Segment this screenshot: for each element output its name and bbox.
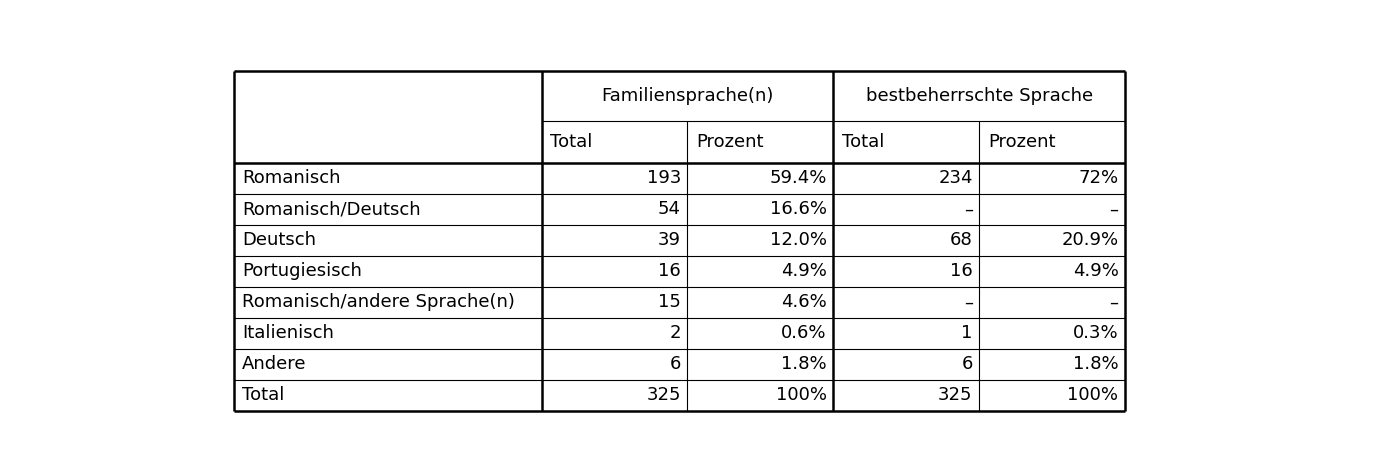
Text: 6: 6: [962, 356, 973, 374]
Text: 68: 68: [949, 231, 973, 249]
Text: 4.9%: 4.9%: [1072, 262, 1118, 280]
Text: Italienisch: Italienisch: [243, 324, 335, 342]
Text: 4.9%: 4.9%: [781, 262, 827, 280]
Text: Romanisch/Deutsch: Romanisch/Deutsch: [243, 200, 421, 218]
Text: –: –: [963, 293, 973, 311]
Text: –: –: [1110, 200, 1118, 218]
Text: 15: 15: [658, 293, 680, 311]
Text: 59.4%: 59.4%: [769, 169, 827, 187]
Text: Familiensprache(n): Familiensprache(n): [601, 87, 774, 105]
Text: 100%: 100%: [776, 386, 827, 404]
Text: 16: 16: [658, 262, 680, 280]
Text: 325: 325: [938, 386, 973, 404]
Text: Prozent: Prozent: [988, 133, 1055, 151]
Text: 2: 2: [669, 324, 680, 342]
Text: 12.0%: 12.0%: [769, 231, 827, 249]
Text: Total: Total: [551, 133, 592, 151]
Text: Total: Total: [842, 133, 884, 151]
Text: Portugiesisch: Portugiesisch: [243, 262, 362, 280]
Text: –: –: [963, 200, 973, 218]
Text: 6: 6: [669, 356, 680, 374]
Text: bestbeherrschte Sprache: bestbeherrschte Sprache: [866, 87, 1093, 105]
Text: 234: 234: [938, 169, 973, 187]
Text: 16.6%: 16.6%: [769, 200, 827, 218]
Text: Deutsch: Deutsch: [243, 231, 316, 249]
Text: 0.3%: 0.3%: [1073, 324, 1118, 342]
Text: Romanisch/andere Sprache(n): Romanisch/andere Sprache(n): [243, 293, 516, 311]
Text: 39: 39: [658, 231, 680, 249]
Text: 1.8%: 1.8%: [1073, 356, 1118, 374]
Text: 4.6%: 4.6%: [781, 293, 827, 311]
Text: 0.6%: 0.6%: [781, 324, 827, 342]
Text: –: –: [1110, 293, 1118, 311]
Text: 54: 54: [658, 200, 680, 218]
Text: 1: 1: [962, 324, 973, 342]
Text: Andere: Andere: [243, 356, 307, 374]
Text: 72%: 72%: [1079, 169, 1118, 187]
Text: 1.8%: 1.8%: [781, 356, 827, 374]
Text: 193: 193: [647, 169, 680, 187]
Text: 100%: 100%: [1068, 386, 1118, 404]
Text: Prozent: Prozent: [696, 133, 764, 151]
Text: 16: 16: [949, 262, 973, 280]
Text: Romanisch: Romanisch: [243, 169, 340, 187]
Text: 20.9%: 20.9%: [1061, 231, 1118, 249]
Text: 325: 325: [647, 386, 680, 404]
Text: Total: Total: [243, 386, 284, 404]
